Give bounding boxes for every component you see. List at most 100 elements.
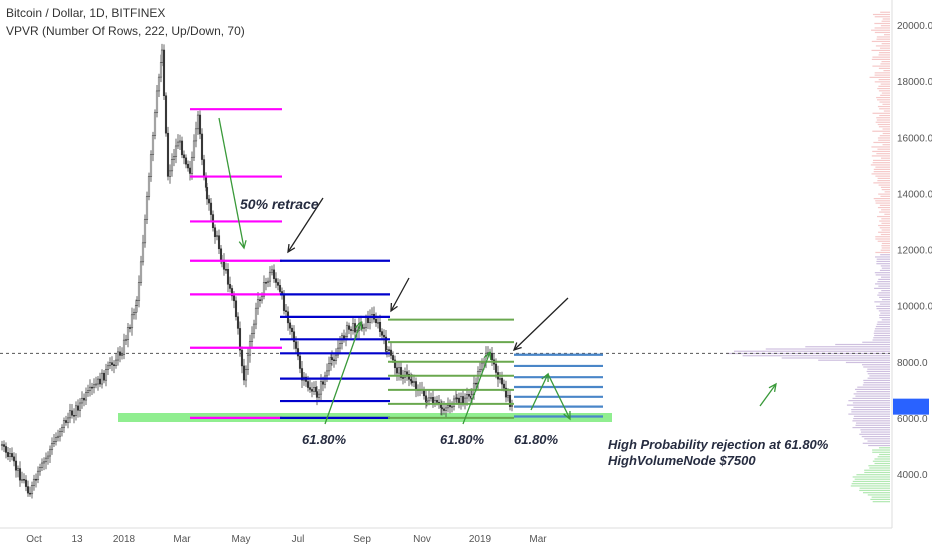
candle-body <box>36 470 40 481</box>
candle-body <box>435 400 439 403</box>
bounce-arrow-2[interactable] <box>462 351 491 425</box>
candle-body <box>198 114 202 135</box>
note-line-1: High Probability rejection at 61.80% <box>608 437 829 452</box>
volume-bar <box>872 130 890 132</box>
volume-bar <box>874 27 890 29</box>
node-arrow[interactable] <box>759 383 777 407</box>
volume-bar <box>873 197 890 200</box>
fib-label-2: 61.80% <box>440 432 485 447</box>
volume-bar <box>874 81 890 83</box>
fib-set-fib-c[interactable] <box>388 318 514 419</box>
candle-body <box>448 405 452 408</box>
volume-bar <box>876 323 890 325</box>
candle-body <box>94 383 98 386</box>
fib-levels[interactable] <box>190 108 603 419</box>
volume-bar <box>874 462 890 465</box>
volume-bar <box>881 290 890 292</box>
x-tick-label: Jul <box>292 534 305 545</box>
candle-body <box>112 364 116 366</box>
candle-body <box>4 446 8 453</box>
volume-bar <box>877 105 890 108</box>
volume-bar <box>859 433 890 435</box>
candle-body <box>86 390 90 393</box>
volume-bar <box>863 382 890 384</box>
retrace-green-arrow[interactable] <box>218 117 245 249</box>
candle-body <box>228 284 232 289</box>
volume-bar <box>867 494 890 496</box>
volume-bar <box>872 449 890 451</box>
volume-bar <box>867 440 890 442</box>
candle-body <box>455 397 459 400</box>
volume-bar <box>871 496 890 498</box>
volume-bar <box>880 276 890 278</box>
candle-body <box>407 374 411 380</box>
rejection-arrow-2[interactable] <box>390 277 410 312</box>
volume-bar <box>873 171 890 173</box>
volume-bar <box>872 56 890 58</box>
candle-body <box>180 140 184 156</box>
candle-body <box>172 156 176 160</box>
candle-body <box>264 282 268 284</box>
note-line-2: HighVolumeNode $7500 <box>608 453 756 468</box>
candle-body <box>224 269 228 271</box>
volume-bar <box>874 72 890 74</box>
volume-bar <box>851 409 890 411</box>
bounce-arrow-1[interactable] <box>324 321 362 425</box>
y-tick-label: 4000.0 <box>897 470 928 481</box>
candle-body <box>160 49 164 63</box>
candle-body <box>74 405 78 416</box>
rejection-arrow-3[interactable] <box>513 297 569 351</box>
volume-bar <box>872 162 890 164</box>
trend-arrows[interactable] <box>218 117 777 425</box>
volume-bar <box>863 379 890 382</box>
candle-body <box>104 369 108 381</box>
candle-body <box>188 167 192 174</box>
candle-body <box>217 235 221 250</box>
candle-body <box>323 375 327 385</box>
rejection-arrow-1[interactable] <box>287 197 324 253</box>
candle-body <box>110 362 114 365</box>
volume-bar <box>880 11 890 13</box>
x-tick-label: Mar <box>529 534 547 545</box>
volume-bar <box>873 141 890 144</box>
volume-bar <box>879 316 890 319</box>
candle-body <box>60 427 64 432</box>
candle-body <box>96 378 100 385</box>
rejection-arrow-3-head <box>512 342 522 352</box>
candle-body <box>128 327 132 329</box>
candle-body <box>100 372 104 385</box>
candle-body <box>440 407 444 410</box>
candle-body <box>2 444 6 447</box>
bounce-arrow-3[interactable] <box>530 373 549 411</box>
volume-bar <box>880 312 890 314</box>
volume-bar <box>867 368 890 370</box>
fib-set-fib-b[interactable] <box>280 259 390 419</box>
volume-bar <box>864 469 890 471</box>
bounce-arrow-4[interactable] <box>547 373 571 420</box>
candle-body <box>391 355 395 361</box>
candle-body <box>137 282 141 301</box>
fib-set-fib-a[interactable] <box>190 108 282 419</box>
volume-bar <box>855 422 890 424</box>
volume-bar <box>852 397 890 399</box>
candle-body <box>254 307 258 325</box>
candle-body <box>457 397 461 403</box>
candle-body <box>376 321 380 324</box>
volume-bar <box>877 99 890 101</box>
candle-body <box>442 408 446 411</box>
candle-body <box>192 140 196 158</box>
candle-body <box>213 227 217 237</box>
fib-label-1: 61.80% <box>302 432 347 447</box>
volume-bar <box>875 175 890 177</box>
candle-body <box>153 112 157 136</box>
volume-bar <box>878 285 890 287</box>
volume-bar <box>869 375 890 377</box>
volume-bar <box>867 377 890 379</box>
volume-bar <box>862 492 890 494</box>
candle-body <box>403 371 407 378</box>
volume-bar <box>875 121 890 123</box>
y-tick-label: 8000.0 <box>897 358 928 369</box>
candle-body <box>506 394 510 398</box>
